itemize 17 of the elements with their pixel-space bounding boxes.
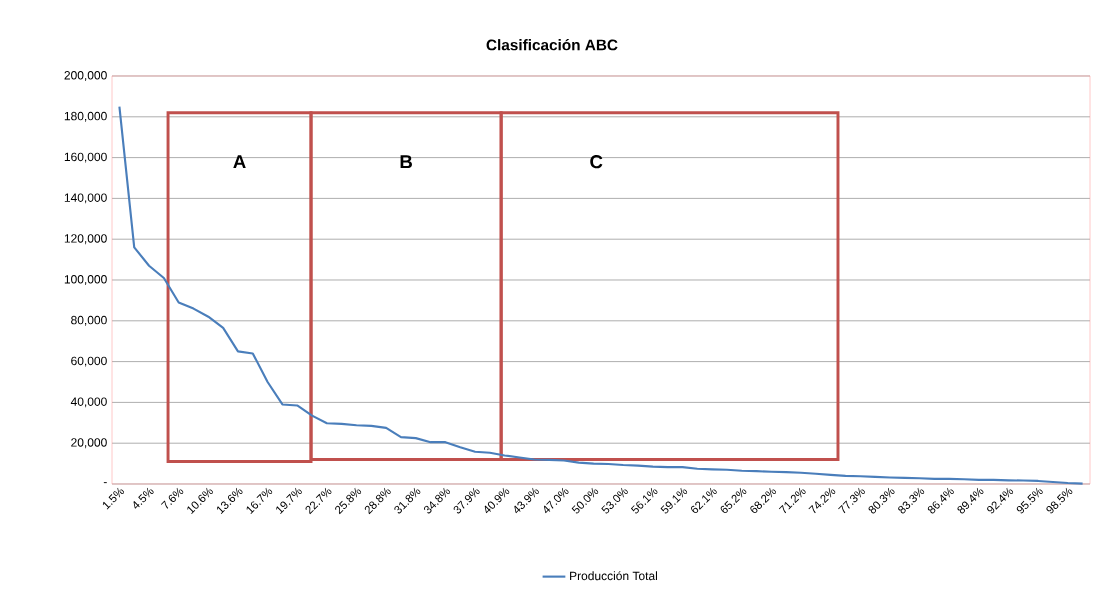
y-tick-label: 100,000 [64, 275, 107, 285]
y-tick-label: 60,000 [71, 356, 107, 367]
y-tick-label: - [103, 482, 107, 484]
chart-title: Clasificación ABC [486, 38, 618, 51]
annotation: B [400, 155, 412, 169]
y-tick-label: 180,000 [64, 111, 107, 122]
y-tick-label: 40,000 [70, 397, 107, 408]
y-tick-label: 80,000 [71, 315, 107, 326]
line-series [118, 105, 1084, 485]
y-tick-label: 160,000 [64, 152, 107, 163]
y-tick-label: 120,000 [64, 234, 107, 245]
legend-label: Producción Total [570, 571, 657, 581]
y-tick-label: 140,000 [64, 193, 107, 204]
annotation: C [590, 155, 603, 169]
y-tick-label: 200,000 [64, 71, 107, 81]
annotation: A [233, 155, 246, 169]
y-tick-label: 20,000 [71, 438, 107, 449]
